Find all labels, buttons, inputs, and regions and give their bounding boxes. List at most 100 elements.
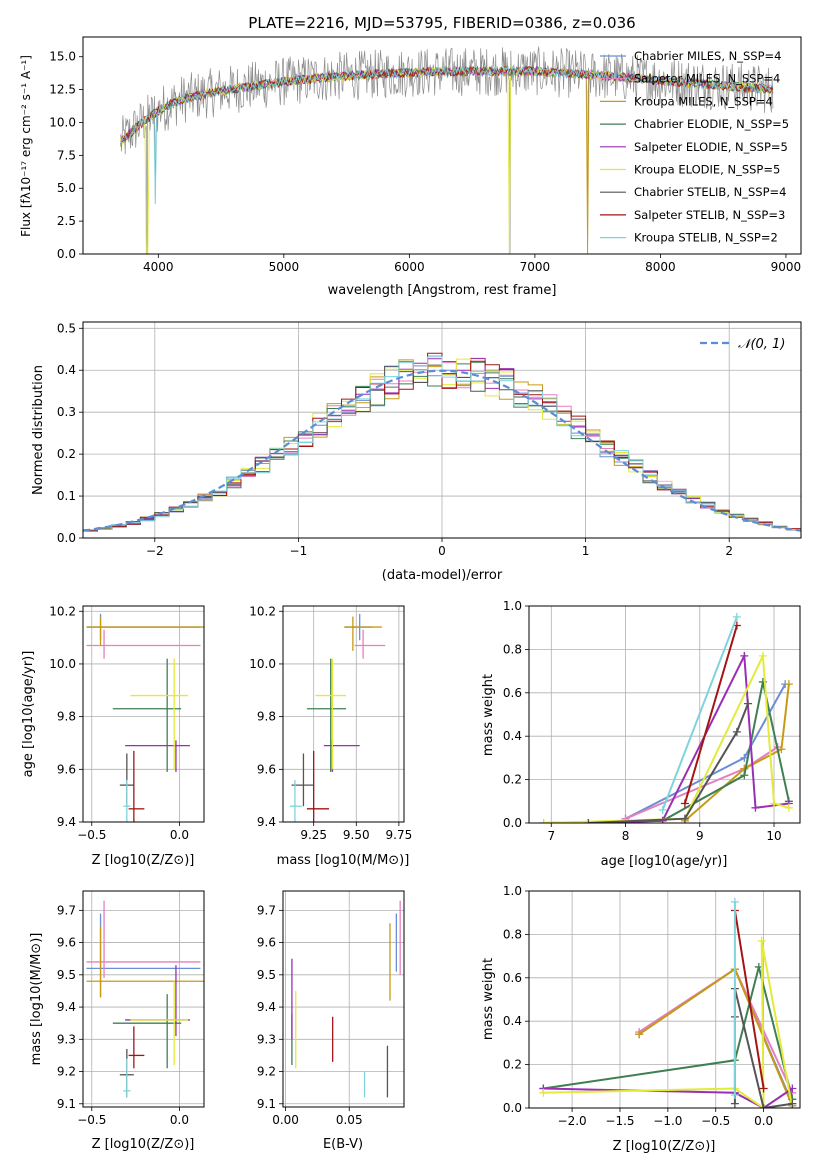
spectrum-ylabel: Flux [fλ10⁻¹⁷ erg cm⁻² s⁻¹ A⁻¹] (19, 55, 33, 237)
age-vs-z-xtick-label: 0.0 (170, 828, 189, 842)
mass-weight-vs-z-marker (539, 1088, 548, 1097)
spectrum-xtick-label: 7000 (520, 260, 551, 274)
residuals-histogram (83, 356, 801, 538)
mass-weight-vs-z-panel: Z [log10(Z/Z⊙)] mass weight −2.0 −1.5 −1.0… (481, 884, 801, 1154)
mass-weight-vs-age-ytick-label: 0.8 (503, 642, 522, 656)
mass-weight-vs-age-marker (744, 699, 753, 708)
residuals-ytick-label: 0.5 (57, 321, 76, 335)
spectrum-ytick-label: 2.5 (57, 214, 76, 228)
mass-weight-vs-age-ytick-label: 0.4 (503, 729, 522, 743)
mass-weight-vs-age-xtick-label: 7 (547, 829, 555, 843)
mass-vs-ebv-ytick-label: 9.5 (257, 968, 276, 982)
legend-label: Kroupa ELODIE, N_SSP=5 (634, 163, 780, 177)
age-vs-z-frame (82, 605, 205, 823)
mass-weight-vs-age-marker (784, 680, 793, 689)
residuals-panel: (data-model)/error Normed distribution −… (31, 321, 802, 583)
spectrum-ytick-label: 5.0 (57, 181, 76, 195)
age-vs-mass-ytick-label: 9.6 (257, 762, 276, 776)
mass-weight-vs-z-xlabel: Z [log10(Z/Z⊙)] (613, 1139, 716, 1154)
age-vs-mass-ytick-label: 9.4 (257, 815, 276, 829)
mass-weight-vs-age-xtick-label: 8 (622, 829, 630, 843)
legend-label: Chabrier MILES, N_SSP=4 (634, 49, 781, 63)
legend-label: Kroupa STELIB, N_SSP=2 (634, 231, 778, 245)
spectrum-ytick-label: 10.0 (49, 115, 76, 129)
mass-vs-ebv-ytick-label: 9.2 (257, 1065, 276, 1079)
mass-vs-z-xtick-label: 0.0 (170, 1113, 189, 1127)
mass-weight-vs-z-xtick-label: −2.0 (558, 1114, 587, 1128)
mass-weight-vs-z-marker (788, 1099, 797, 1108)
mass-weight-vs-age-series-line (683, 625, 738, 804)
spectrum-title: PLATE=2216, MJD=53795, FIBERID=0386, z=0… (248, 14, 635, 32)
mass-vs-z-panel: Z [log10(Z/Z⊙)] mass [log10(M/M⊙)] −0.5 0… (29, 890, 205, 1152)
residuals-legend-label: 𝒩(0, 1) (738, 337, 785, 352)
mass-weight-vs-age-ytick-label: 0.2 (503, 773, 522, 787)
mass-vs-z-ytick-label: 9.1 (57, 1097, 76, 1111)
mass-weight-vs-age-marker (658, 816, 667, 823)
mass-vs-ebv-frame (282, 890, 405, 1108)
mass-weight-vs-z-series-line (543, 966, 794, 1100)
mass-weight-vs-z-marker (635, 1030, 644, 1039)
mass-weight-vs-z-ytick-label: 0.0 (503, 1101, 522, 1115)
age-vs-mass-xtick-label: 9.25 (300, 828, 327, 842)
age-vs-mass-frame (282, 605, 405, 823)
residuals-ytick-label: 0.2 (57, 447, 76, 461)
legend-label: Kroupa MILES, N_SSP=4 (634, 94, 773, 108)
mass-weight-vs-age-ytick-label: 0.0 (503, 816, 522, 830)
mass-weight-vs-z-xtick-label: −1.5 (605, 1114, 634, 1128)
age-vs-z-ytick-label: 9.8 (57, 710, 76, 724)
mass-vs-z-xtick-label: −0.5 (77, 1113, 106, 1127)
legend-label: Salpeter MILES, N_SSP=4 (634, 72, 780, 86)
spectrum-xtick-label: 4000 (143, 260, 174, 274)
mass-weight-vs-z-marker (759, 1084, 768, 1093)
mass-weight-vs-z-ytick-label: 0.4 (503, 1014, 522, 1028)
mass-vs-z-ytick-label: 9.6 (57, 936, 76, 950)
residuals-xtick-label: −1 (290, 544, 308, 558)
age-vs-mass-ytick-label: 10.2 (249, 604, 276, 618)
mass-weight-vs-age-ytick-label: 1.0 (503, 599, 522, 613)
mass-weight-vs-z-series-line (733, 910, 765, 1089)
mass-vs-z-xlabel: Z [log10(Z/Z⊙)] (92, 1137, 195, 1152)
spectrum-xtick-label: 8000 (645, 260, 676, 274)
normal-curve (83, 369, 801, 532)
mass-weight-vs-z-ytick-label: 0.8 (503, 927, 522, 941)
residuals-xlabel: (data-model)/error (382, 568, 503, 583)
age-vs-z-ytick-label: 10.2 (49, 604, 76, 618)
legend-label: Salpeter STELIB, N_SSP=3 (634, 208, 785, 222)
mass-vs-ebv-xlabel: E(B-V) (323, 1137, 363, 1152)
age-vs-z-xtick-label: −0.5 (77, 828, 106, 842)
residuals-ytick-label: 0.3 (57, 405, 76, 419)
mass-weight-vs-z-marker (730, 897, 739, 906)
residuals-xtick-label: −2 (146, 544, 164, 558)
mass-weight-vs-age-marker (680, 814, 689, 823)
mass-weight-vs-z-ytick-label: 1.0 (503, 884, 522, 898)
mass-vs-ebv-panel: E(B-V) 0.00 0.05 9.1 9.2 9.3 9.4 9.5 9.6 9.7 (257, 890, 405, 1152)
spectrum-ytick-label: 15.0 (49, 50, 76, 64)
mass-weight-vs-age-xtick-label: 9 (696, 829, 704, 843)
mass-weight-vs-age-ytick-label: 0.6 (503, 686, 522, 700)
mass-weight-vs-z-xtick-label: −0.5 (701, 1114, 730, 1128)
mass-weight-vs-age-marker (740, 651, 749, 660)
mass-weight-vs-z-ytick-label: 0.2 (503, 1058, 522, 1072)
age-vs-z-ytick-label: 10.0 (49, 657, 76, 671)
mass-vs-z-ytick-label: 9.3 (57, 1032, 76, 1046)
mass-weight-vs-age-xlabel: age [log10(age/yr)] (601, 854, 728, 869)
age-vs-mass-ytick-label: 10.0 (249, 657, 276, 671)
mass-weight-vs-age-marker (732, 727, 741, 736)
age-vs-z-xlabel: Z [log10(Z/Z⊙)] (92, 853, 195, 868)
mass-vs-ebv-ytick-label: 9.4 (257, 1000, 276, 1014)
mass-weight-vs-age-marker (732, 612, 741, 621)
spectrum-xlabel: wavelength [Angstrom, rest frame] (328, 283, 557, 298)
mass-weight-vs-age-ylabel: mass weight (481, 674, 496, 756)
mass-weight-vs-age-series-line (588, 703, 749, 823)
mass-weight-vs-age-marker (758, 651, 767, 660)
mass-weight-vs-age-panel: age [log10(age/yr)] mass weight 7 8 9 10 0.0… (481, 599, 801, 869)
mass-weight-vs-age-marker (658, 805, 667, 814)
spectrum-xtick-label: 6000 (394, 260, 425, 274)
mass-weight-vs-z-xtick-label: −1.0 (653, 1114, 682, 1128)
mass-weight-vs-age-marker (777, 745, 786, 754)
mass-vs-z-ytick-label: 9.7 (57, 903, 76, 917)
mass-vs-z-ytick-label: 9.4 (57, 1000, 76, 1014)
age-vs-z-ylabel: age [log10(age/yr)] (21, 651, 36, 778)
age-vs-mass-xtick-label: 9.50 (343, 828, 370, 842)
